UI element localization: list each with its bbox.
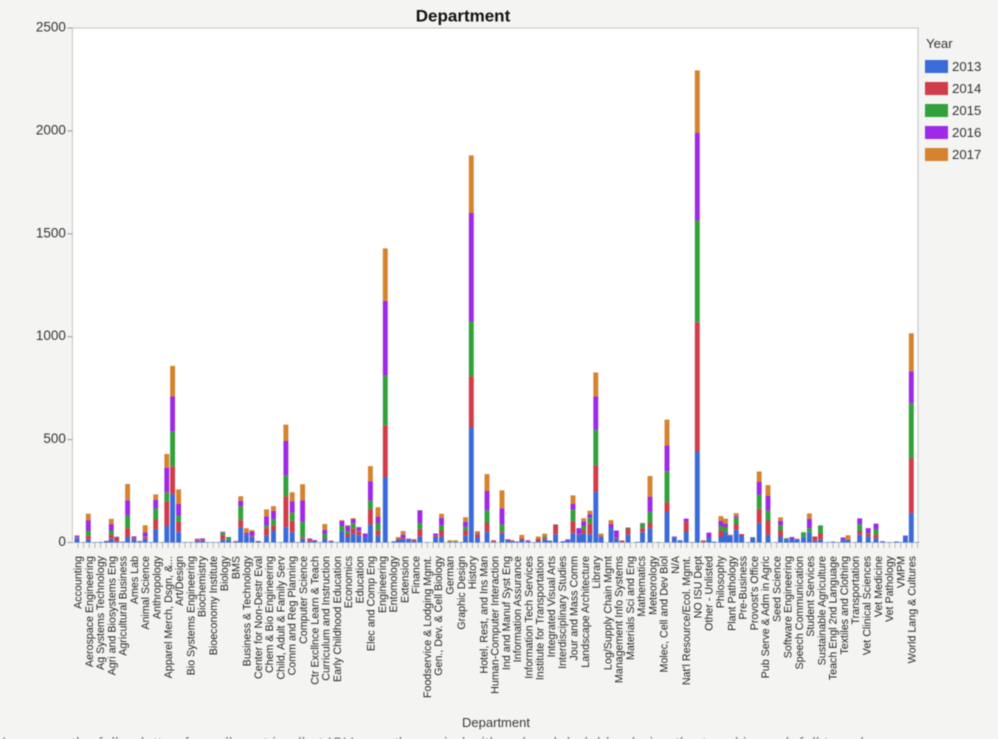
- svg-text:Accounting: Accounting: [73, 556, 85, 609]
- svg-text:Integrated Visual Arts: Integrated Visual Arts: [546, 556, 558, 657]
- svg-text:Year: Year: [926, 36, 953, 51]
- svg-text:Library: Library: [591, 555, 603, 588]
- svg-text:Plant Pathology: Plant Pathology: [726, 555, 738, 631]
- svg-text:2015: 2015: [952, 103, 981, 118]
- svg-text:Child, Adult & Family Serv: Child, Adult & Family Serv: [275, 555, 287, 679]
- svg-text:Economics: Economics: [343, 556, 355, 608]
- svg-text:Agri and Biosystems Eng: Agri and Biosystems Eng: [106, 556, 118, 675]
- svg-text:Jour and Mass Comm: Jour and Mass Comm: [568, 556, 580, 661]
- svg-text:Gen., Dev. & Cell Biology: Gen., Dev. & Cell Biology: [433, 555, 445, 675]
- svg-text:Teach Engl 2nd Language: Teach Engl 2nd Language: [828, 556, 840, 680]
- svg-text:Pub Serve & Adm in Agric: Pub Serve & Adm in Agric: [760, 555, 772, 678]
- svg-text:Meteorology: Meteorology: [647, 555, 659, 614]
- svg-text:Foodservice & Lodging Mgmt.: Foodservice & Lodging Mgmt.: [422, 556, 434, 698]
- svg-text:2016: 2016: [952, 125, 981, 140]
- svg-text:Finance: Finance: [411, 556, 423, 594]
- svg-text:Center for Non-Destr Eval: Center for Non-Destr Eval: [253, 556, 265, 679]
- svg-text:2500: 2500: [36, 20, 66, 35]
- svg-text:500: 500: [43, 431, 66, 446]
- svg-text:Landscape Architecture: Landscape Architecture: [580, 556, 592, 668]
- svg-text:Seed Science: Seed Science: [771, 556, 783, 622]
- svg-text:Aerospace Engineering: Aerospace Engineering: [84, 556, 96, 667]
- svg-text:2000: 2000: [36, 122, 66, 137]
- svg-text:Human-Computer Interaction: Human-Computer Interaction: [490, 556, 502, 694]
- svg-text:Animal Science: Animal Science: [140, 556, 152, 630]
- svg-text:Molec, Cell and Dev Biol: Molec, Cell and Dev Biol: [659, 556, 671, 672]
- svg-text:Elec and Comp Eng: Elec and Comp Eng: [366, 556, 378, 651]
- svg-text:Log/Supply Chain Mgmt: Log/Supply Chain Mgmt: [602, 556, 614, 670]
- svg-text:Ctr Excllnce Learn & Teach: Ctr Excllnce Learn & Teach: [309, 556, 321, 685]
- svg-text:Hotel, Rest, and Ins Man: Hotel, Rest, and Ins Man: [478, 556, 490, 674]
- svg-text:Apparel Merch, Dsgn, &...: Apparel Merch, Dsgn, &...: [163, 556, 175, 678]
- svg-text:World Lang & Cultures: World Lang & Cultures: [907, 556, 919, 663]
- svg-text:Chem & Bio Engineering: Chem & Bio Engineering: [264, 556, 276, 673]
- svg-text:Entomology: Entomology: [388, 555, 400, 612]
- svg-text:Pre-Business: Pre-Business: [738, 556, 750, 620]
- svg-text:Ames Lab: Ames Lab: [129, 556, 141, 604]
- svg-text:Computer Science: Computer Science: [298, 556, 310, 644]
- svg-text:NO ISU Dept: NO ISU Dept: [692, 556, 704, 618]
- svg-text:German: German: [445, 556, 457, 595]
- svg-text:Information Tech Services: Information Tech Services: [523, 556, 535, 679]
- svg-text:Agricultural Business: Agricultural Business: [118, 556, 130, 656]
- svg-text:VMPM: VMPM: [895, 556, 907, 588]
- svg-text:2013: 2013: [952, 59, 981, 74]
- svg-text:Other - Unlisted: Other - Unlisted: [704, 556, 716, 631]
- svg-text:Materials Sci and Eng: Materials Sci and Eng: [625, 556, 637, 660]
- svg-text:Transportation: Transportation: [850, 556, 862, 625]
- svg-text:Management Info Systems: Management Info Systems: [614, 556, 626, 683]
- svg-text:Speech Communication: Speech Communication: [794, 556, 806, 670]
- svg-text:Student Services: Student Services: [805, 556, 817, 637]
- svg-text:Software Engineering: Software Engineering: [783, 556, 795, 658]
- svg-text:Anthropology: Anthropology: [151, 555, 163, 619]
- svg-text:Ag Systems Technology: Ag Systems Technology: [95, 555, 107, 670]
- svg-text:2014: 2014: [952, 81, 981, 96]
- svg-text:Vet Clinical Sciences: Vet Clinical Sciences: [862, 556, 874, 655]
- svg-text:Engineering: Engineering: [377, 556, 389, 613]
- svg-text:2017: 2017: [952, 147, 981, 162]
- svg-text:BMS: BMS: [230, 556, 242, 579]
- svg-text:Bio Systems Engineering: Bio Systems Engineering: [185, 556, 197, 675]
- svg-text:Education: Education: [354, 556, 366, 604]
- svg-text:Mathematics: Mathematics: [636, 556, 648, 617]
- svg-text:Comm and Reg Planning: Comm and Reg Planning: [287, 556, 299, 675]
- svg-text:Interdisciplinary Studies: Interdisciplinary Studies: [557, 556, 569, 669]
- svg-text:Bioeconomy Institute: Bioeconomy Institute: [208, 556, 220, 655]
- svg-text:1500: 1500: [36, 225, 66, 240]
- svg-text:I can see the fall palette of: I can see the fall palette of enrollment…: [2, 736, 892, 739]
- svg-text:Graphic Design: Graphic Design: [456, 556, 468, 630]
- svg-text:Vet Pathology: Vet Pathology: [884, 555, 896, 622]
- svg-text:Textiles and Clothing: Textiles and Clothing: [839, 556, 851, 655]
- svg-text:Biochemistry: Biochemistry: [197, 555, 209, 617]
- svg-text:1000: 1000: [36, 328, 66, 343]
- svg-text:Nat'l Resource/Ecol. Mgmt.: Nat'l Resource/Ecol. Mgmt.: [681, 556, 693, 685]
- svg-text:Provost's Office: Provost's Office: [749, 556, 761, 630]
- svg-text:Department: Department: [462, 715, 530, 730]
- svg-text:Institute for Transportation: Institute for Transportation: [535, 556, 547, 680]
- svg-text:Art/Design: Art/Design: [174, 556, 186, 606]
- svg-text:Information Assurance: Information Assurance: [512, 556, 524, 662]
- svg-text:0: 0: [58, 534, 66, 549]
- svg-text:Early Childhood Education: Early Childhood Education: [332, 556, 344, 682]
- svg-text:Vet Medicine: Vet Medicine: [873, 556, 885, 617]
- svg-text:Business & Technology: Business & Technology: [242, 555, 254, 666]
- svg-text:Ind and Manuf Syst Eng: Ind and Manuf Syst Eng: [501, 556, 513, 670]
- svg-text:Philosophy: Philosophy: [715, 555, 727, 608]
- svg-text:Biology: Biology: [219, 555, 231, 591]
- svg-text:Extension: Extension: [399, 556, 411, 603]
- svg-text:Sustainable Agriculture: Sustainable Agriculture: [816, 556, 828, 665]
- svg-text:N/A: N/A: [670, 555, 682, 574]
- svg-text:History: History: [467, 555, 479, 589]
- svg-text:Curriculum and Instruction: Curriculum and Instruction: [321, 556, 333, 681]
- svg-text:Department: Department: [416, 7, 511, 26]
